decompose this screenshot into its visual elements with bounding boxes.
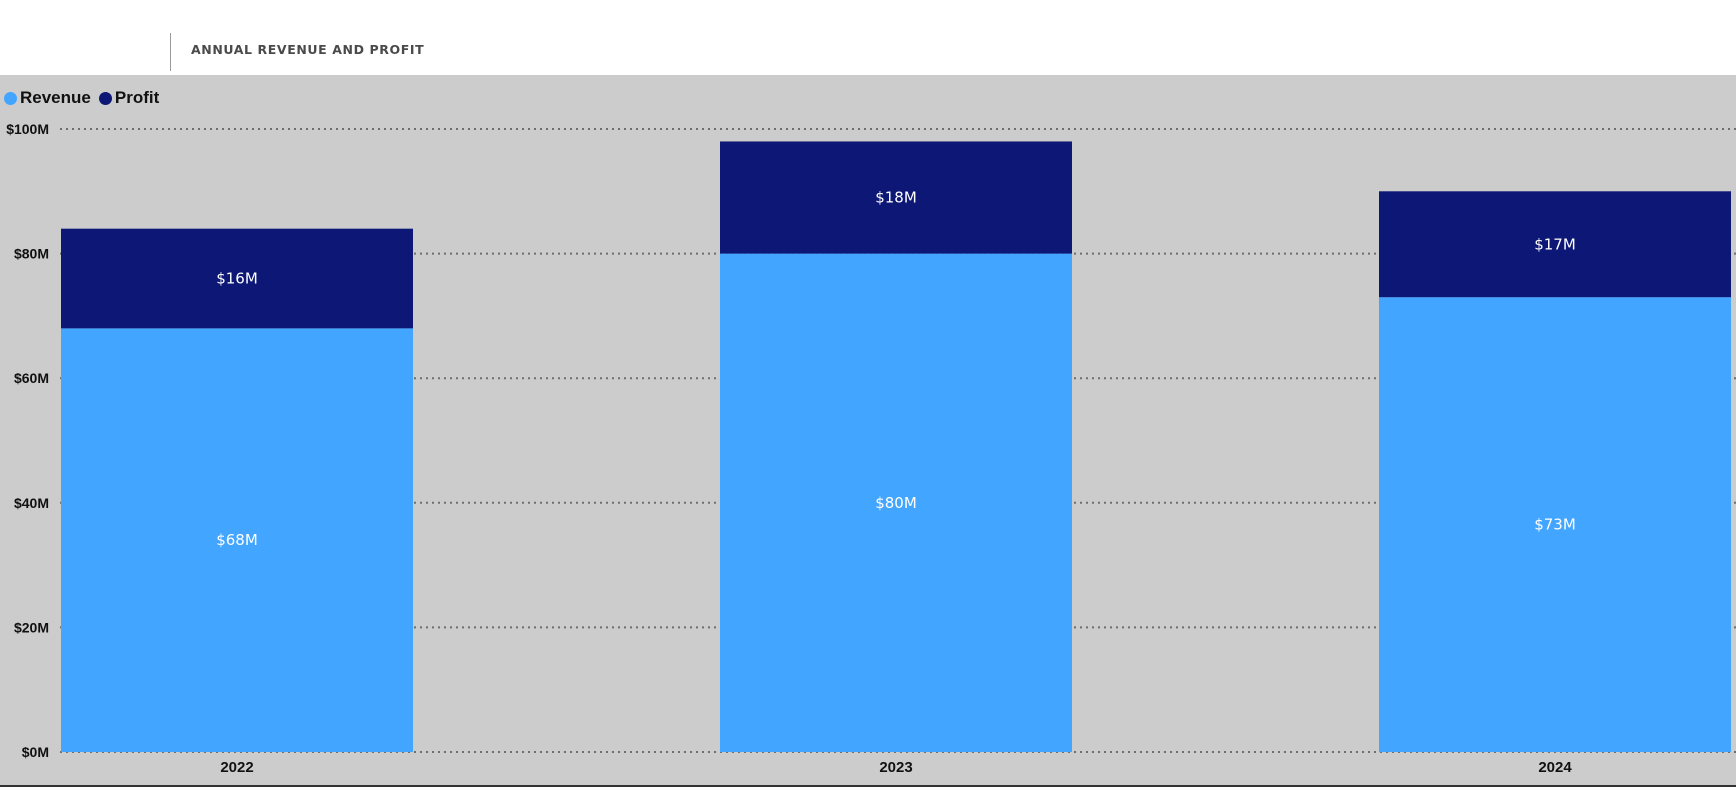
legend-item-profit[interactable]: Profit <box>98 88 160 108</box>
data-label-revenue: $68M <box>216 531 258 549</box>
data-label-profit: $18M <box>875 189 917 207</box>
legend-dot-revenue <box>4 91 17 105</box>
data-label-profit: $17M <box>1534 235 1576 253</box>
data-label-revenue: $80M <box>875 494 917 512</box>
page-title: ANNUAL REVENUE AND PROFIT <box>191 42 425 57</box>
legend-label-revenue: Revenue <box>20 88 91 107</box>
bottom-edge <box>0 785 1736 787</box>
y-tick-label: $40M <box>14 495 49 511</box>
y-tick-label: $80M <box>14 246 49 262</box>
bar-revenue-2024[interactable] <box>1379 297 1731 752</box>
legend-dot-profit <box>98 91 112 105</box>
legend-label-profit: Profit <box>114 88 160 107</box>
bar-profit-2023[interactable] <box>720 141 1072 254</box>
x-tick-label: 2022 <box>220 759 253 776</box>
x-tick-label: 2024 <box>1538 759 1572 776</box>
x-tick-label: 2023 <box>879 759 912 776</box>
y-tick-label: $20M <box>14 619 49 635</box>
report-header: ANNUAL REVENUE AND PROFIT <box>0 0 1736 75</box>
bar-revenue-2023[interactable] <box>720 253 1072 752</box>
data-label-revenue: $73M <box>1534 516 1576 534</box>
bar-profit-2024[interactable] <box>1379 191 1731 298</box>
chart-legend: Revenue Profit <box>4 88 167 108</box>
y-tick-label: $0M <box>22 744 49 760</box>
y-tick-label: $60M <box>14 370 49 386</box>
data-label-profit: $16M <box>216 270 258 288</box>
header-divider <box>170 33 171 71</box>
bar-profit-2022[interactable] <box>61 228 413 329</box>
bar-revenue-2022[interactable] <box>61 328 413 752</box>
legend-item-revenue[interactable]: Revenue <box>4 88 91 108</box>
y-tick-label: $100M <box>6 121 49 137</box>
